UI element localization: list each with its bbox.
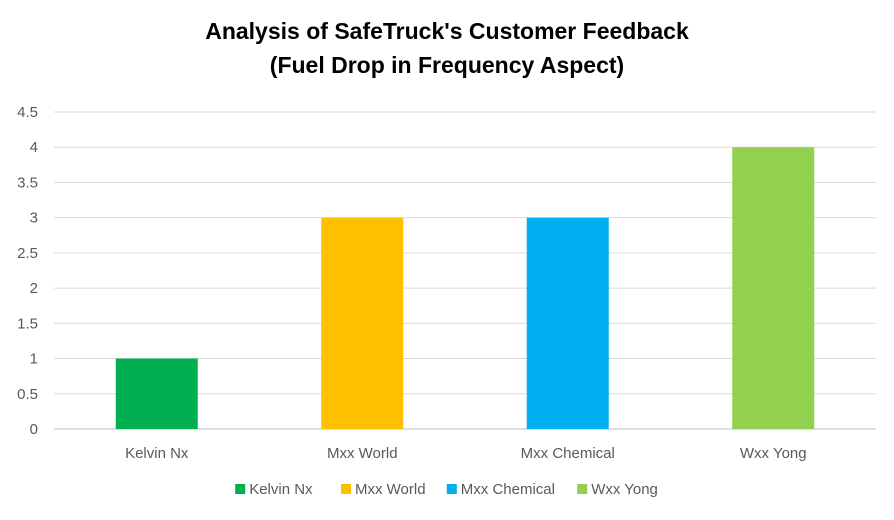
legend-swatch: [577, 484, 588, 494]
y-tick-label: 4: [30, 139, 38, 156]
chart-title: Analysis of SafeTruck's Customer Feedbac…: [205, 18, 689, 44]
legend-label: Mxx World: [355, 481, 426, 498]
bar: [732, 147, 815, 429]
chart-title-block: Analysis of SafeTruck's Customer Feedbac…: [0, 14, 894, 82]
y-tick-label: 2.5: [17, 245, 38, 262]
x-tick-label: Kelvin Nx: [125, 445, 189, 462]
x-tick-label: Mxx Chemical: [521, 445, 615, 462]
bar: [526, 217, 609, 429]
x-tick-label: Mxx World: [327, 445, 398, 462]
bar: [115, 358, 198, 429]
legend-label: Kelvin Nx: [249, 481, 313, 498]
y-tick-label: 0.5: [17, 386, 38, 403]
legend-swatch: [235, 484, 246, 494]
y-tick-label: 1: [30, 351, 38, 368]
y-tick-label: 3.5: [17, 174, 38, 191]
legend-swatch: [341, 484, 351, 494]
legend-swatch: [446, 484, 457, 494]
legend-label: Wxx Yong: [591, 481, 658, 498]
bar: [321, 217, 404, 429]
y-tick-label: 2: [30, 280, 38, 297]
y-tick-label: 3: [30, 210, 38, 227]
x-tick-label: Wxx Yong: [740, 445, 807, 462]
chart-subtitle: (Fuel Drop in Frequency Aspect): [269, 52, 625, 78]
legend-label: Mxx Chemical: [461, 481, 555, 498]
y-tick-label: 1.5: [17, 315, 38, 332]
y-tick-label: 4.5: [17, 104, 38, 121]
y-tick-label: 0: [30, 421, 38, 438]
